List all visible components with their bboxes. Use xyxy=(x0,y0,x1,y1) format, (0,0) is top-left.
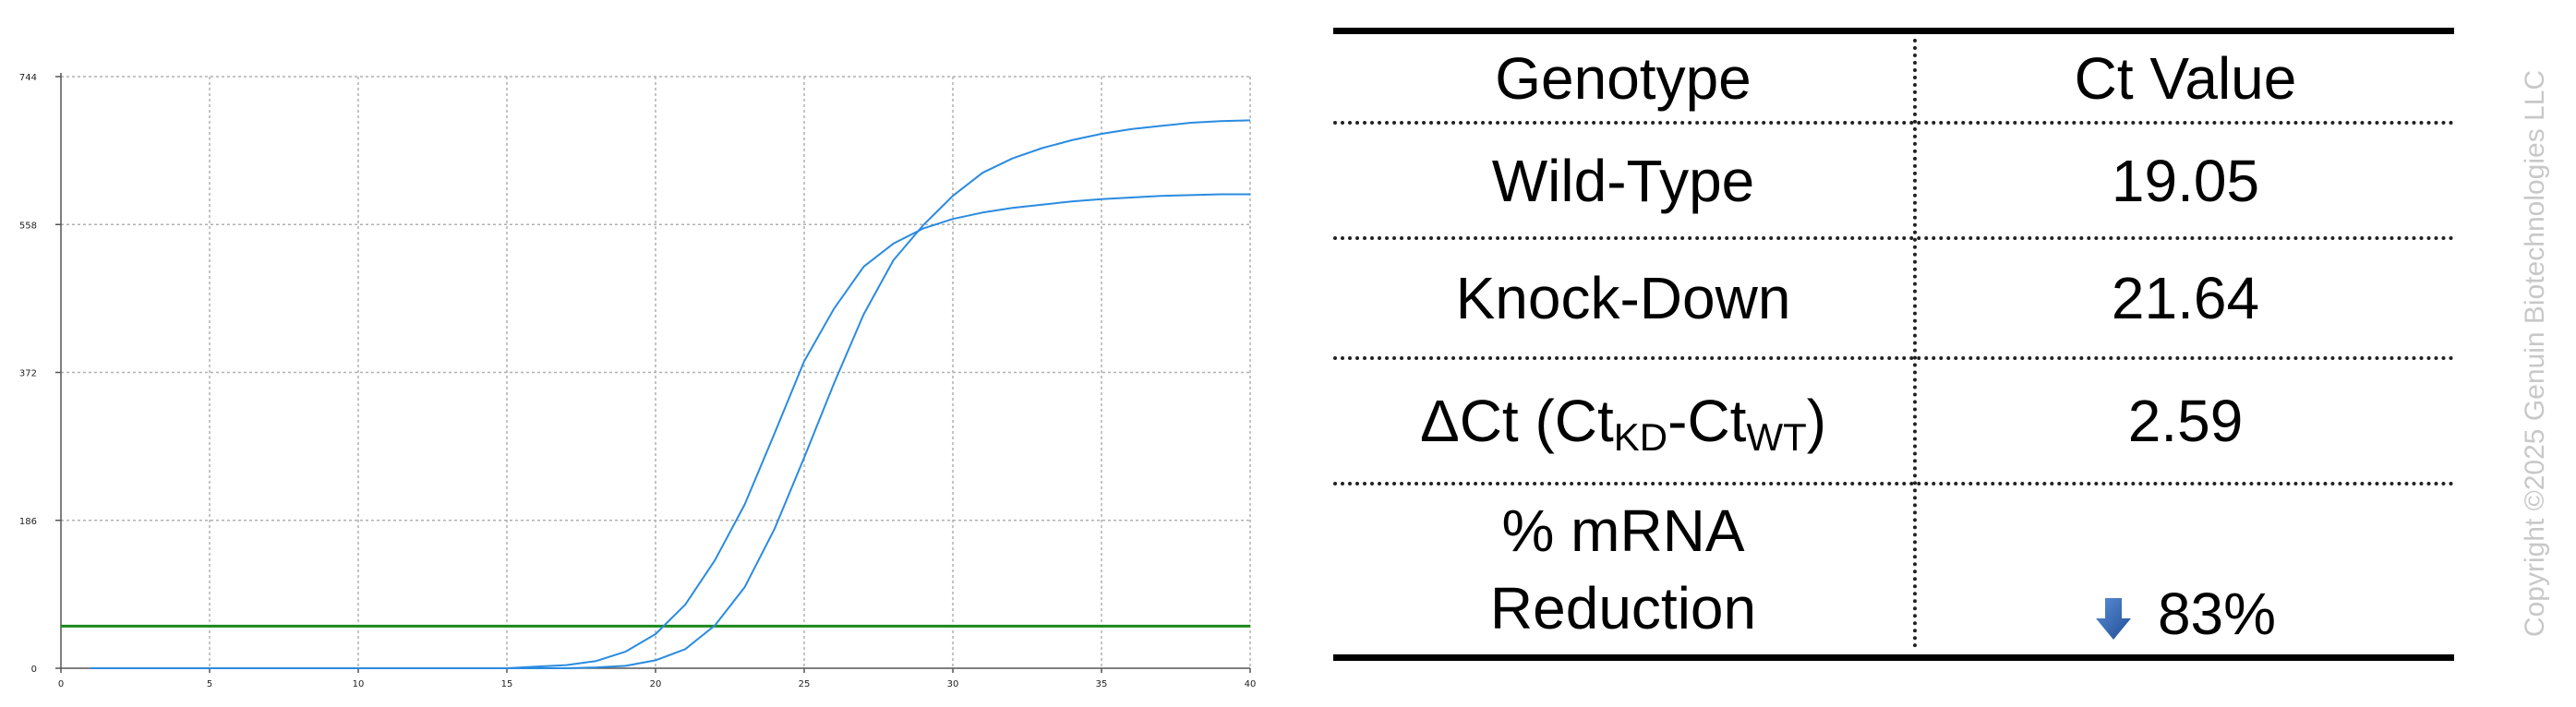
row-value-wild-type: 19.05 xyxy=(2111,147,2260,214)
row-value-mrna-reduction: 83% xyxy=(1917,572,2454,654)
header-ct-value: Ct Value xyxy=(2074,44,2297,112)
row-label-mrna-reduction: % mRNA Reduction xyxy=(1333,485,1913,654)
x-tick-label: 5 xyxy=(207,679,212,689)
down-arrow-icon xyxy=(2095,597,2131,640)
y-tick-label: 558 xyxy=(19,221,37,231)
y-tick-label: 744 xyxy=(19,73,37,83)
table-bottom-rule xyxy=(1333,654,2454,661)
header-genotype: Genotype xyxy=(1495,44,1751,112)
y-tick-label: 186 xyxy=(19,517,37,527)
copyright-watermark: Copyright ©2025 Genuin Biotechnologies L… xyxy=(2520,69,2550,638)
mrna-reduction-line1: % mRNA xyxy=(1501,497,1745,565)
table-row-divider xyxy=(1333,121,2454,125)
amplification-curve-1 xyxy=(90,193,1250,669)
y-tick-label: 372 xyxy=(19,369,37,379)
x-tick-label: 15 xyxy=(501,679,513,689)
x-tick-label: 10 xyxy=(353,679,365,689)
table-top-rule xyxy=(1333,28,2454,34)
row-label-wild-type: Wild-Type xyxy=(1491,147,1755,214)
table-row-divider xyxy=(1333,356,2454,360)
row-label-delta-ct: ΔCt (Ct KD -Ct WT) xyxy=(1333,360,1913,482)
y-tick-label: 0 xyxy=(31,665,37,675)
mrna-reduction-line2: Reduction xyxy=(1489,574,1757,641)
delta-ct-text-end: ) xyxy=(1806,388,1827,454)
mrna-reduction-value: 83% xyxy=(2157,580,2277,647)
qpcr-amplification-chart: 0 186 372 558 744 0 5 10 15 20 25 30 35 40 xyxy=(19,73,1257,689)
chart-svg: 0 186 372 558 744 0 5 10 15 20 25 30 35 40 xyxy=(19,73,1257,689)
row-label-knock-down: Knock-Down xyxy=(1455,265,1791,331)
table-column-divider xyxy=(1913,39,1917,648)
delta-ct-sub-wt: WT xyxy=(1746,415,1807,459)
ct-results-table: Genotype Ct Value Wild-Type 19.05 Knock-… xyxy=(1333,28,2454,661)
x-tick-label: 40 xyxy=(1245,679,1257,689)
table-row-divider xyxy=(1333,236,2454,240)
table-row-divider xyxy=(1333,482,2454,485)
x-tick-label: 0 xyxy=(58,679,64,689)
amplification-curve-2 xyxy=(90,119,1251,669)
x-tick-label: 35 xyxy=(1096,679,1108,689)
delta-ct-sub-kd: KD xyxy=(1613,415,1668,459)
x-tick-label: 25 xyxy=(799,679,811,689)
row-value-delta-ct: 2.59 xyxy=(2127,388,2244,454)
row-value-knock-down: 21.64 xyxy=(2111,265,2260,331)
x-tick-label: 30 xyxy=(947,679,959,689)
x-tick-label: 20 xyxy=(650,679,662,689)
delta-ct-text: ΔCt (Ct xyxy=(1419,388,1614,454)
delta-ct-text-mid: -Ct xyxy=(1667,388,1747,454)
